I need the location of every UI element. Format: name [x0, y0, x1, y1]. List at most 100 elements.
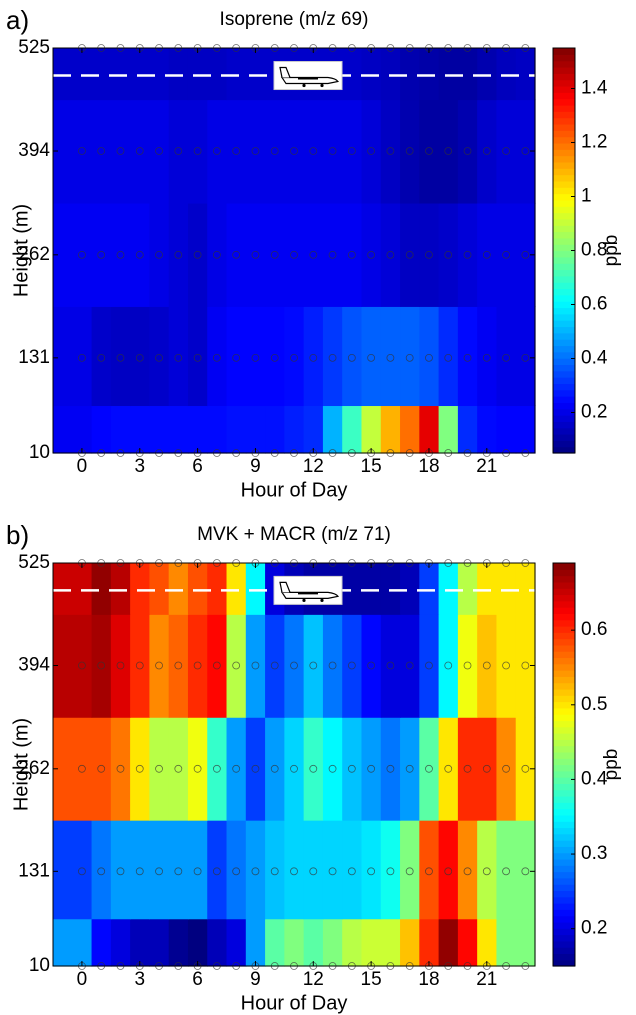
panel-label: b) [6, 520, 29, 550]
cell [342, 48, 363, 101]
sample-point [135, 250, 144, 259]
sample-point [482, 867, 491, 876]
sample-point [521, 661, 530, 670]
cell [380, 918, 401, 967]
colorbar-swatch [553, 383, 575, 391]
colorbar-swatch [553, 231, 575, 239]
colorbar-swatch [553, 389, 575, 397]
cell [419, 48, 440, 101]
colorbar-swatch [553, 79, 575, 87]
sample-point [155, 867, 163, 876]
sample-point [251, 661, 260, 670]
colorbar-swatch [553, 244, 575, 252]
colorbar-swatch [553, 180, 575, 188]
cell [149, 48, 170, 101]
colorbar-swatch [553, 269, 575, 277]
colorbar-swatch [553, 408, 575, 416]
colorbar-swatch [553, 563, 575, 570]
cell [187, 306, 208, 407]
cell [245, 563, 266, 615]
sample-point [425, 661, 433, 670]
y-axis-label: Height (m) [10, 204, 32, 297]
sample-point [309, 250, 318, 259]
sample-point [116, 147, 125, 155]
cell [342, 614, 363, 718]
sample-point [251, 147, 260, 155]
cell [168, 563, 189, 615]
colorbar-swatch [553, 415, 575, 422]
cell [419, 405, 440, 454]
cell [226, 202, 247, 307]
cell [226, 717, 247, 821]
cell [361, 918, 382, 967]
colorbar-swatch [553, 218, 575, 226]
sample-point [425, 147, 433, 155]
cell [226, 820, 247, 920]
colorbar-swatch [553, 85, 575, 93]
cell [477, 48, 498, 101]
colorbar-swatch [553, 370, 575, 378]
sample-point [135, 147, 144, 155]
cell [53, 717, 93, 821]
cell [168, 820, 189, 920]
colorbar-swatch [553, 789, 575, 797]
sample-point [386, 250, 395, 259]
sample-point [347, 764, 356, 773]
colorbar-swatch [553, 783, 575, 791]
cell [265, 918, 285, 967]
cell [130, 563, 150, 615]
cell [53, 99, 93, 204]
x-tick-label: 15 [361, 456, 382, 477]
cell [438, 202, 459, 307]
sample-point [405, 250, 414, 259]
colorbar-swatch [553, 644, 575, 652]
cell [419, 918, 440, 967]
cell [226, 614, 247, 718]
cell [515, 563, 536, 615]
cell [400, 717, 420, 821]
cell [400, 202, 420, 307]
cell [284, 306, 305, 407]
cell [245, 614, 266, 718]
sample-point [521, 353, 530, 362]
colorbar-swatch [553, 301, 575, 309]
cell [515, 99, 536, 204]
sample-point [78, 764, 86, 773]
colorbar-swatch [553, 155, 575, 163]
sample-point [251, 353, 260, 362]
x-axis-label: Hour of Day [241, 479, 348, 501]
cell [110, 48, 131, 101]
colorbar-swatch [553, 896, 575, 904]
colorbar-swatch [553, 206, 575, 214]
cell [91, 48, 112, 101]
cell [130, 99, 150, 204]
colorbar-swatch [553, 777, 575, 784]
colorbar-swatch [553, 263, 575, 271]
sample-point [232, 764, 241, 773]
colorbar-swatch [553, 250, 575, 258]
cell [457, 563, 478, 615]
colorbar-swatch [553, 594, 575, 602]
sample-point [116, 250, 125, 259]
cell [207, 405, 228, 454]
cell [380, 306, 401, 407]
colorbar-swatch [553, 625, 575, 633]
sample-point [135, 661, 144, 670]
cell [438, 99, 459, 204]
cell [207, 48, 228, 101]
cell [322, 99, 343, 204]
cell [342, 820, 363, 920]
cell [91, 202, 112, 307]
sample-point [405, 147, 414, 155]
colorbar-swatch [553, 364, 575, 372]
colorbar-tick-label: 0.6 [581, 294, 607, 315]
cell [168, 717, 189, 821]
colorbar-swatch [553, 827, 575, 835]
plot-frame [52, 47, 536, 454]
colorbar-swatch [553, 66, 575, 74]
colorbar-swatch [553, 751, 575, 759]
cell [187, 405, 208, 454]
colorbar-swatch [553, 600, 575, 608]
cell [110, 99, 131, 204]
sample-point [405, 353, 414, 362]
